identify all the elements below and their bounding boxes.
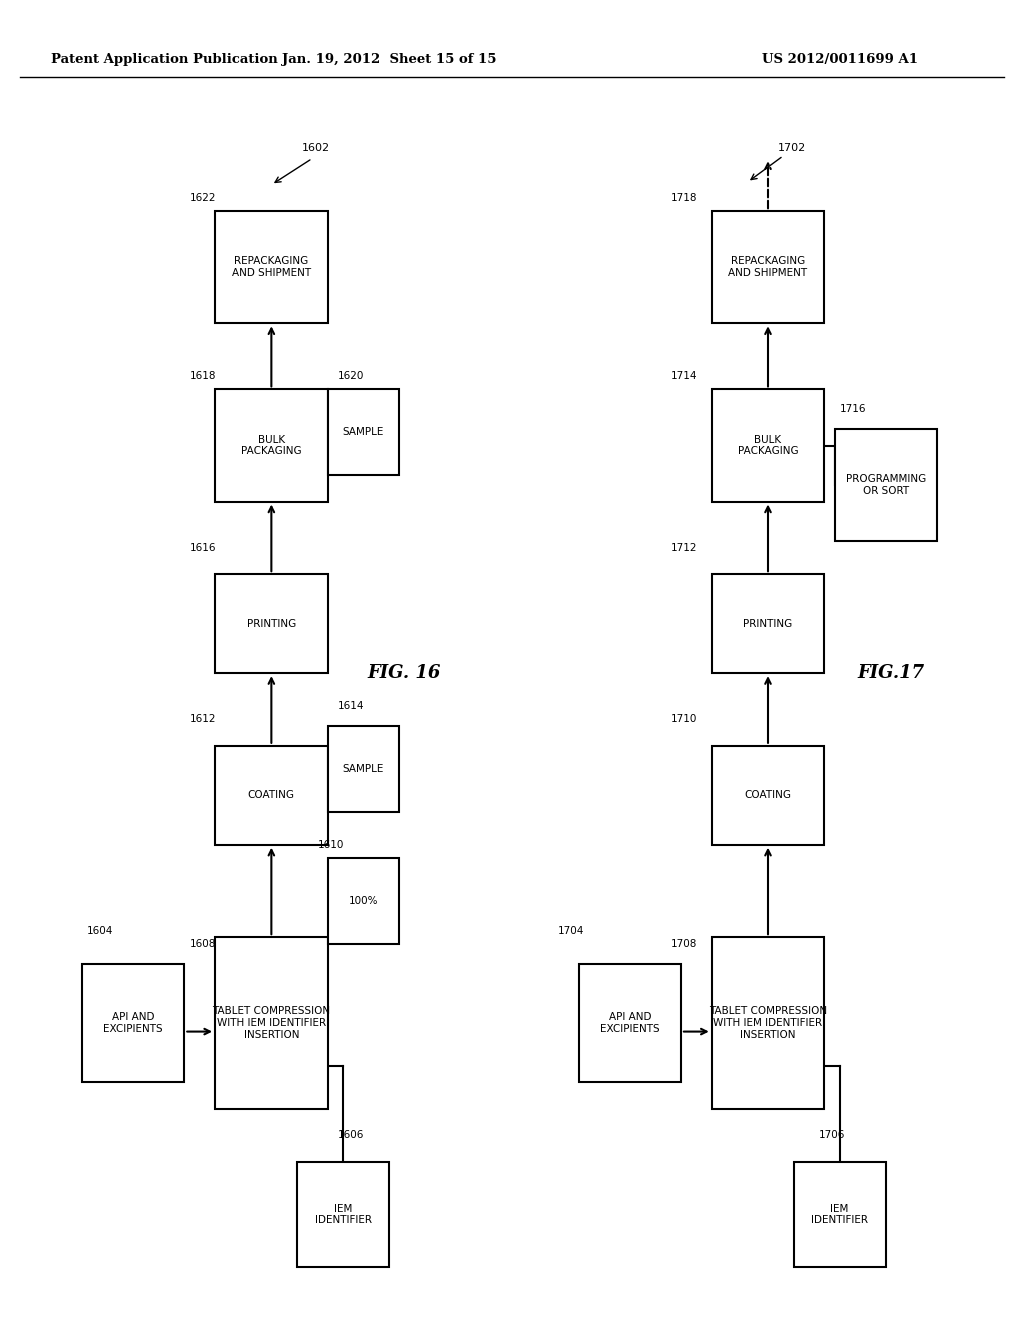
Text: 1718: 1718 [671, 193, 697, 203]
FancyBboxPatch shape [328, 726, 399, 812]
Text: 1702: 1702 [778, 143, 807, 153]
Text: 1622: 1622 [189, 193, 216, 203]
FancyBboxPatch shape [215, 937, 328, 1109]
Text: COATING: COATING [248, 791, 295, 800]
Text: COATING: COATING [744, 791, 792, 800]
Text: TABLET COMPRESSION
WITH IEM IDENTIFIER
INSERTION: TABLET COMPRESSION WITH IEM IDENTIFIER I… [709, 1006, 827, 1040]
FancyBboxPatch shape [215, 574, 328, 673]
Text: 1608: 1608 [189, 939, 216, 949]
Text: REPACKAGING
AND SHIPMENT: REPACKAGING AND SHIPMENT [231, 256, 311, 279]
FancyBboxPatch shape [712, 746, 824, 845]
Text: 1710: 1710 [671, 714, 697, 725]
Text: Jan. 19, 2012  Sheet 15 of 15: Jan. 19, 2012 Sheet 15 of 15 [282, 53, 497, 66]
FancyBboxPatch shape [215, 389, 328, 502]
Text: 1612: 1612 [189, 714, 216, 725]
Text: SAMPLE: SAMPLE [343, 764, 384, 774]
Text: IEM
IDENTIFIER: IEM IDENTIFIER [314, 1204, 372, 1225]
Text: US 2012/0011699 A1: US 2012/0011699 A1 [762, 53, 918, 66]
Text: 1610: 1610 [317, 840, 344, 850]
FancyBboxPatch shape [215, 746, 328, 845]
Text: 1708: 1708 [671, 939, 697, 949]
Text: 100%: 100% [349, 896, 378, 906]
Text: IEM
IDENTIFIER: IEM IDENTIFIER [811, 1204, 868, 1225]
FancyBboxPatch shape [297, 1162, 389, 1267]
FancyBboxPatch shape [328, 858, 399, 944]
Text: PROGRAMMING
OR SORT: PROGRAMMING OR SORT [846, 474, 926, 496]
FancyBboxPatch shape [794, 1162, 886, 1267]
FancyBboxPatch shape [712, 937, 824, 1109]
Text: 1714: 1714 [671, 371, 697, 381]
FancyBboxPatch shape [712, 389, 824, 502]
Text: API AND
EXCIPIENTS: API AND EXCIPIENTS [103, 1012, 163, 1034]
FancyBboxPatch shape [215, 211, 328, 323]
FancyBboxPatch shape [328, 389, 399, 475]
Text: 1706: 1706 [819, 1130, 846, 1140]
Text: TABLET COMPRESSION
WITH IEM IDENTIFIER
INSERTION: TABLET COMPRESSION WITH IEM IDENTIFIER I… [212, 1006, 331, 1040]
Text: 1620: 1620 [338, 371, 365, 381]
Text: FIG. 16: FIG. 16 [368, 664, 441, 682]
FancyBboxPatch shape [82, 964, 184, 1082]
Text: 1712: 1712 [671, 543, 697, 553]
Text: Patent Application Publication: Patent Application Publication [51, 53, 278, 66]
Text: 1716: 1716 [840, 404, 866, 414]
Text: FIG.17: FIG.17 [857, 664, 925, 682]
Text: PRINTING: PRINTING [743, 619, 793, 628]
FancyBboxPatch shape [712, 211, 824, 323]
Text: PRINTING: PRINTING [247, 619, 296, 628]
Text: 1618: 1618 [189, 371, 216, 381]
Text: BULK
PACKAGING: BULK PACKAGING [241, 434, 302, 457]
Text: REPACKAGING
AND SHIPMENT: REPACKAGING AND SHIPMENT [728, 256, 808, 279]
FancyBboxPatch shape [712, 574, 824, 673]
FancyBboxPatch shape [579, 964, 681, 1082]
Text: 1616: 1616 [189, 543, 216, 553]
Text: 1606: 1606 [338, 1130, 365, 1140]
FancyBboxPatch shape [835, 429, 937, 541]
Text: SAMPLE: SAMPLE [343, 428, 384, 437]
Text: 1614: 1614 [338, 701, 365, 711]
Text: 1602: 1602 [302, 143, 330, 153]
Text: 1704: 1704 [558, 925, 585, 936]
Text: 1604: 1604 [87, 925, 114, 936]
Text: BULK
PACKAGING: BULK PACKAGING [737, 434, 799, 457]
Text: API AND
EXCIPIENTS: API AND EXCIPIENTS [600, 1012, 659, 1034]
